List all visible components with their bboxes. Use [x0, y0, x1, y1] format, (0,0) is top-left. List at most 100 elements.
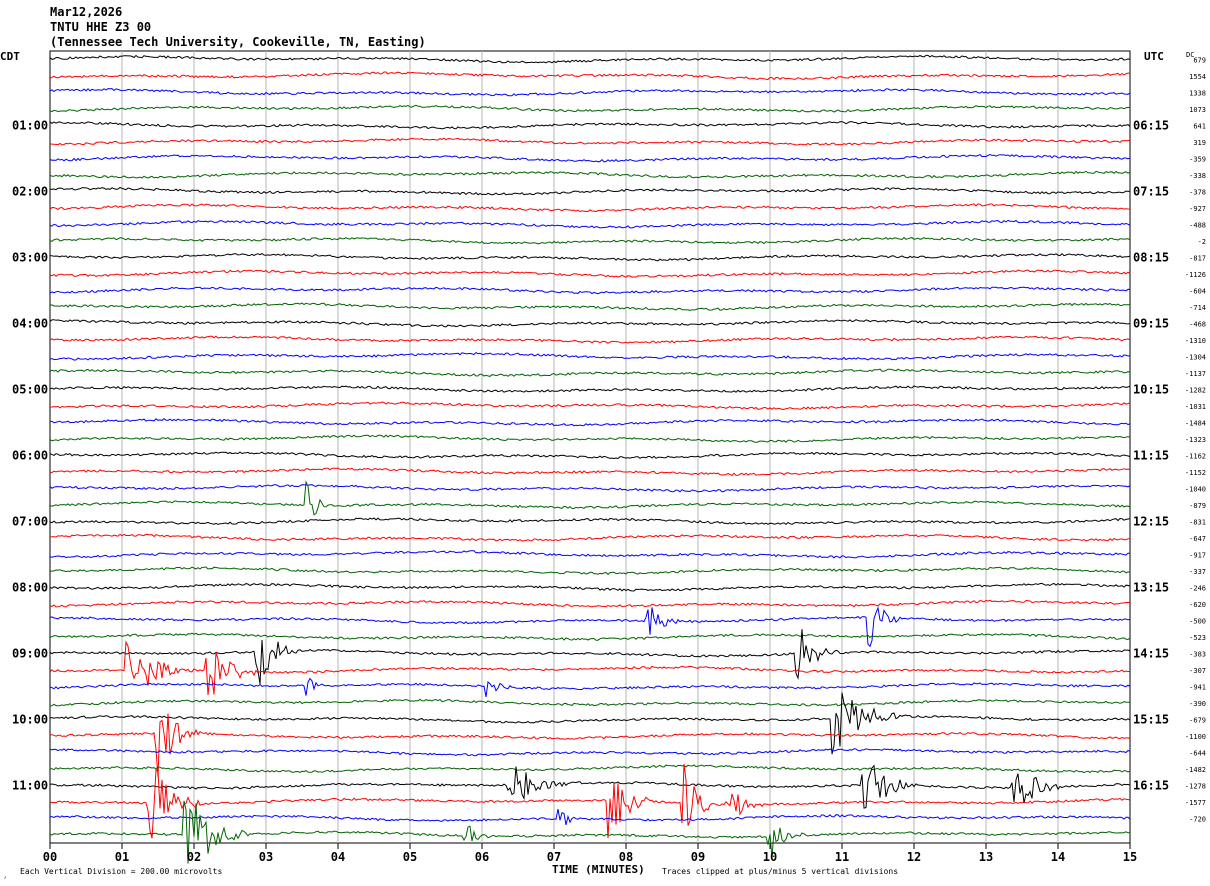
clip-note: Traces clipped at plus/minus 5 vertical …	[662, 867, 898, 876]
dc-offset-label: -523	[1189, 634, 1206, 642]
dc-offset-label: -1100	[1185, 733, 1206, 741]
dc-offset-label: -817	[1189, 254, 1206, 262]
x-tick-label: 15	[1123, 850, 1137, 864]
cdt-tick-label: 03:00	[12, 250, 48, 264]
x-tick-label: 00	[43, 850, 57, 864]
utc-tick-label: 06:15	[1133, 118, 1169, 132]
dc-offset-label: -1482	[1185, 766, 1206, 774]
trace-row	[49, 368, 1131, 377]
trace-row	[49, 713, 1131, 778]
dc-offset-label: -1152	[1185, 469, 1206, 477]
cdt-tick-label: 09:00	[12, 646, 48, 660]
cdt-tick-label: 11:00	[12, 778, 48, 792]
trace-row	[49, 800, 1131, 864]
x-tick-label: 07	[547, 850, 561, 864]
dc-offset-label: 1338	[1189, 89, 1206, 97]
dc-offset-label: -831	[1189, 518, 1206, 526]
utc-tick-label: 09:15	[1133, 316, 1169, 330]
header-station: TNTU HHE Z3 00	[50, 20, 152, 34]
dc-offset-label: -2	[1198, 238, 1206, 246]
trace-row	[49, 302, 1131, 311]
dc-offset-label: 641	[1193, 122, 1206, 130]
cdt-tick-label: 02:00	[12, 184, 48, 198]
dc-offset-label: -307	[1189, 667, 1206, 675]
x-tick-label: 02	[187, 850, 201, 864]
dc-offset-label: -720	[1189, 815, 1206, 823]
utc-tick-label: 13:15	[1133, 580, 1169, 594]
trace-row	[49, 677, 1131, 697]
trace-row	[49, 351, 1131, 361]
utc-label: UTC	[1144, 50, 1164, 63]
dc-offset-label: -378	[1189, 188, 1206, 196]
dc-offset-label: -1484	[1185, 419, 1206, 427]
trace-row	[49, 335, 1131, 344]
trace-row	[49, 219, 1131, 229]
trace-row	[50, 253, 1131, 262]
trace-row	[49, 467, 1131, 477]
dc-label: DC	[1186, 51, 1194, 59]
dc-offset-label: -927	[1189, 205, 1206, 213]
trace-row	[49, 203, 1131, 213]
trace-row	[49, 434, 1131, 443]
traces	[49, 54, 1131, 864]
dc-offset-label: -468	[1189, 320, 1206, 328]
dc-offset-label: -1162	[1185, 452, 1206, 460]
trace-row	[49, 764, 1131, 809]
header-date: Mar12,2026	[50, 5, 123, 19]
trace-row	[49, 764, 1131, 839]
cdt-tick-label: 04:00	[12, 316, 48, 330]
dc-offset-label: -1282	[1185, 386, 1206, 394]
trace-row	[49, 809, 1131, 826]
dc-offset-label: 1073	[1189, 106, 1206, 114]
dc-offset-label: -644	[1189, 749, 1206, 757]
labels: CDT UTC DC Each Vertical Division = 200.…	[0, 50, 1206, 880]
cdt-tick-label: 06:00	[12, 448, 48, 462]
dc-offset-label: -647	[1189, 535, 1206, 543]
dc-offset-label: -714	[1189, 304, 1206, 312]
cdt-tick-label: 10:00	[12, 712, 48, 726]
trace-row	[49, 606, 1131, 648]
dc-offset-label: -337	[1189, 568, 1206, 576]
trace-row	[49, 88, 1131, 97]
dc-offset-label: -1040	[1185, 485, 1206, 493]
trace-row	[49, 385, 1131, 393]
trace-row	[49, 71, 1130, 81]
dc-offset-label: -1323	[1185, 436, 1206, 444]
trace-row	[49, 480, 1131, 516]
dc-offset-label: -941	[1189, 683, 1206, 691]
utc-tick-label: 12:15	[1133, 514, 1169, 528]
dc-offset-label: -679	[1189, 716, 1206, 724]
dc-offset-label: 679	[1193, 56, 1206, 64]
trace-row	[49, 632, 1131, 641]
trace-row	[49, 550, 1131, 559]
corner-mark: ◞	[3, 872, 7, 880]
dc-offset-label: -383	[1189, 650, 1206, 658]
dc-offset-label: 319	[1193, 139, 1206, 147]
trace-row	[49, 484, 1131, 493]
cdt-tick-label: 01:00	[12, 118, 48, 132]
trace-row	[49, 236, 1131, 245]
trace-row	[49, 692, 1131, 755]
trace-row	[49, 629, 1131, 685]
x-tick-label: 04	[331, 850, 345, 864]
x-tick-label: 08	[619, 850, 633, 864]
dc-offset-label: -1304	[1185, 353, 1206, 361]
utc-tick-label: 16:15	[1133, 778, 1169, 792]
cdt-tick-label: 07:00	[12, 514, 48, 528]
x-axis-title: TIME (MINUTES)	[552, 863, 645, 876]
utc-tick-label: 10:15	[1133, 382, 1169, 396]
x-tick-label: 14	[1051, 850, 1065, 864]
utc-tick-label: 07:15	[1133, 184, 1169, 198]
dc-offset-label: -1126	[1185, 271, 1206, 279]
trace-row	[49, 137, 1131, 146]
trace-row	[50, 417, 1131, 427]
dc-offset-label: -338	[1189, 172, 1206, 180]
dc-offset-label: -390	[1189, 700, 1206, 708]
dc-offset-label: -604	[1189, 287, 1206, 295]
trace-row	[49, 121, 1131, 130]
cdt-label: CDT	[0, 50, 20, 63]
x-tick-label: 09	[691, 850, 705, 864]
trace-row	[49, 748, 1131, 757]
dc-offset-label: -246	[1189, 584, 1206, 592]
